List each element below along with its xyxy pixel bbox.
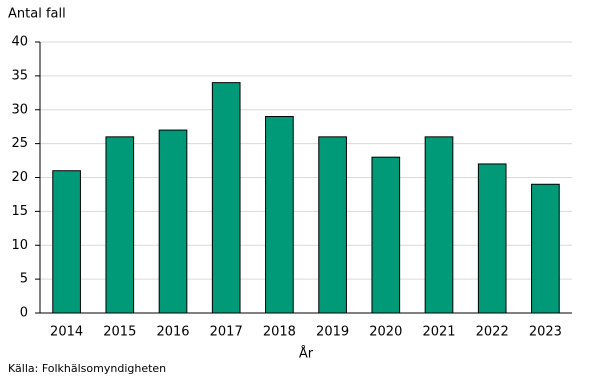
bar	[211, 82, 241, 314]
x-tick-label: 2016	[156, 325, 189, 340]
x-tick-label: 2022	[476, 325, 509, 340]
y-tick-label: 20	[11, 170, 28, 185]
y-tick-label: 30	[11, 102, 28, 117]
x-tick-label: 2023	[529, 325, 562, 340]
bar	[477, 163, 507, 314]
x-tick-label: 2014	[50, 325, 83, 340]
bar	[371, 156, 401, 314]
x-tick-label: 2017	[210, 325, 243, 340]
y-tick-label: 40	[11, 35, 28, 50]
y-tick-label: 25	[11, 136, 28, 151]
x-tick-label: 2020	[369, 325, 402, 340]
y-tick-label: 10	[11, 238, 28, 253]
y-tick-label: 15	[11, 204, 28, 219]
bar	[158, 129, 188, 314]
y-axis-label: Antal fall	[8, 7, 66, 22]
bar	[424, 136, 454, 314]
x-axis-label: År	[299, 346, 314, 362]
y-tick-label: 5	[20, 272, 28, 287]
bar	[105, 136, 135, 314]
bar	[265, 116, 294, 314]
x-tick-label: 2021	[422, 325, 455, 340]
bar	[52, 170, 81, 314]
source: Källa: Folkhälsomyndigheten	[8, 362, 166, 375]
bar	[531, 183, 560, 314]
x-tick-label: 2015	[103, 325, 136, 340]
bar	[318, 136, 347, 314]
y-tick-label: 35	[11, 68, 28, 83]
x-tick-label: 2018	[263, 325, 296, 340]
x-tick-label: 2019	[316, 325, 349, 340]
y-tick-label: 0	[20, 306, 28, 321]
